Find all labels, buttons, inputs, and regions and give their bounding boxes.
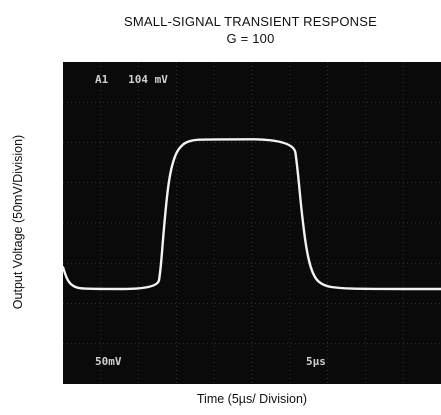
grid — [63, 62, 441, 384]
signal-trace — [63, 138, 441, 291]
chart-title: SMALL-SIGNAL TRANSIENT RESPONSE — [123, 14, 378, 29]
chart-subtitle: G = 100 — [226, 31, 275, 46]
annotation-top-left: A1 104 mV — [95, 73, 168, 86]
oscilloscope-screen: A1 104 mV 50mV 5µs — [63, 62, 441, 384]
x-axis-label: Time (5µs/ Division) — [196, 392, 308, 406]
annotation-bottom-left: 50mV — [95, 355, 122, 368]
annotation-bottom-right: 5µs — [306, 355, 326, 368]
y-axis-label: Output Voltage (50mV/Division) — [11, 134, 25, 310]
